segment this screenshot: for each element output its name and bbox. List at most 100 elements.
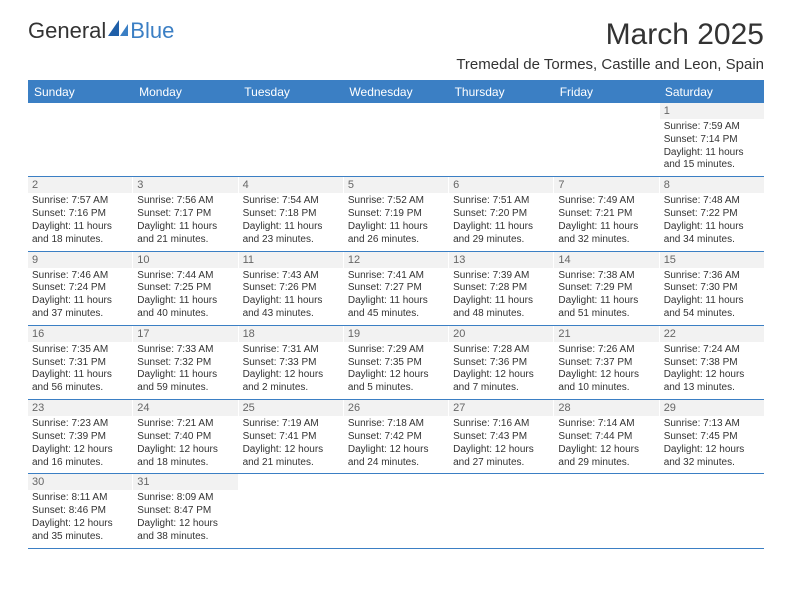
day-cell: 13Sunrise: 7:39 AMSunset: 7:28 PMDayligh…	[449, 252, 554, 325]
sunrise-text: Sunrise: 7:49 AM	[558, 195, 654, 208]
day-text: Daylight: 12 hours and 10 minutes.	[558, 369, 654, 395]
day-text: Daylight: 11 hours and 26 minutes.	[348, 221, 444, 247]
day-text: Daylight: 11 hours and 15 minutes.	[664, 147, 760, 173]
logo-text-general: General	[28, 18, 106, 44]
sunrise-text: Sunrise: 7:33 AM	[137, 344, 233, 357]
day-cell: .	[28, 103, 133, 176]
day-header: Sunday	[28, 82, 133, 103]
sunrise-text: Sunrise: 7:43 AM	[243, 270, 339, 283]
day-cell: .	[133, 103, 238, 176]
day-text: Daylight: 11 hours and 34 minutes.	[664, 221, 760, 247]
day-header: Saturday	[659, 82, 764, 103]
sunset-text: Sunset: 7:42 PM	[348, 431, 444, 444]
logo-sail-icon	[108, 20, 130, 43]
day-cell: .	[554, 103, 659, 176]
day-header: Thursday	[449, 82, 554, 103]
title-block: March 2025 Tremedal de Tormes, Castille …	[456, 18, 764, 73]
sunset-text: Sunset: 7:19 PM	[348, 208, 444, 221]
day-text: Daylight: 11 hours and 48 minutes.	[453, 295, 549, 321]
header: General Blue March 2025 Tremedal de Torm…	[0, 0, 792, 79]
day-cell: .	[344, 474, 449, 547]
sunset-text: Sunset: 7:25 PM	[137, 282, 233, 295]
day-number: 9	[28, 252, 132, 268]
sunrise-text: Sunrise: 7:59 AM	[664, 121, 760, 134]
sunset-text: Sunset: 7:30 PM	[664, 282, 760, 295]
day-text: Daylight: 12 hours and 7 minutes.	[453, 369, 549, 395]
day-header: Friday	[554, 82, 659, 103]
day-number: 13	[449, 252, 553, 268]
day-text: Daylight: 12 hours and 18 minutes.	[137, 444, 233, 470]
day-number: 28	[554, 400, 658, 416]
day-cell: .	[344, 103, 449, 176]
sunset-text: Sunset: 7:14 PM	[664, 134, 760, 147]
day-number: 25	[239, 400, 343, 416]
day-text: Daylight: 11 hours and 56 minutes.	[32, 369, 128, 395]
sunrise-text: Sunrise: 7:39 AM	[453, 270, 549, 283]
day-header-row: SundayMondayTuesdayWednesdayThursdayFrid…	[28, 82, 764, 103]
sunrise-text: Sunrise: 7:52 AM	[348, 195, 444, 208]
day-cell: .	[449, 103, 554, 176]
sunrise-text: Sunrise: 7:19 AM	[243, 418, 339, 431]
sunrise-text: Sunrise: 7:24 AM	[664, 344, 760, 357]
day-number: 30	[28, 474, 132, 490]
day-number: 6	[449, 177, 553, 193]
day-text: Daylight: 12 hours and 38 minutes.	[137, 518, 233, 544]
day-text: Daylight: 11 hours and 51 minutes.	[558, 295, 654, 321]
sunrise-text: Sunrise: 7:51 AM	[453, 195, 549, 208]
day-text: Daylight: 11 hours and 18 minutes.	[32, 221, 128, 247]
day-number: 8	[660, 177, 764, 193]
sunrise-text: Sunrise: 7:18 AM	[348, 418, 444, 431]
day-number: 1	[660, 103, 764, 119]
sunset-text: Sunset: 7:22 PM	[664, 208, 760, 221]
day-header: Monday	[133, 82, 238, 103]
week-row: 30Sunrise: 8:11 AMSunset: 8:46 PMDayligh…	[28, 474, 764, 548]
day-text: Daylight: 12 hours and 21 minutes.	[243, 444, 339, 470]
sunrise-text: Sunrise: 7:36 AM	[664, 270, 760, 283]
sunrise-text: Sunrise: 7:38 AM	[558, 270, 654, 283]
sunrise-text: Sunrise: 7:29 AM	[348, 344, 444, 357]
day-text: Daylight: 11 hours and 37 minutes.	[32, 295, 128, 321]
sunset-text: Sunset: 7:18 PM	[243, 208, 339, 221]
sunrise-text: Sunrise: 7:35 AM	[32, 344, 128, 357]
sunset-text: Sunset: 7:39 PM	[32, 431, 128, 444]
day-cell: 30Sunrise: 8:11 AMSunset: 8:46 PMDayligh…	[28, 474, 133, 547]
week-row: 2Sunrise: 7:57 AMSunset: 7:16 PMDaylight…	[28, 177, 764, 251]
day-cell: 26Sunrise: 7:18 AMSunset: 7:42 PMDayligh…	[344, 400, 449, 473]
day-header: Tuesday	[238, 82, 343, 103]
day-cell: 3Sunrise: 7:56 AMSunset: 7:17 PMDaylight…	[133, 177, 238, 250]
day-number: 10	[133, 252, 237, 268]
sunrise-text: Sunrise: 7:26 AM	[558, 344, 654, 357]
sunrise-text: Sunrise: 7:56 AM	[137, 195, 233, 208]
day-number: 24	[133, 400, 237, 416]
day-number: 26	[344, 400, 448, 416]
day-number: 3	[133, 177, 237, 193]
day-number: 27	[449, 400, 553, 416]
sunrise-text: Sunrise: 8:09 AM	[137, 492, 233, 505]
day-text: Daylight: 12 hours and 32 minutes.	[664, 444, 760, 470]
day-cell: 5Sunrise: 7:52 AMSunset: 7:19 PMDaylight…	[344, 177, 449, 250]
week-row: 23Sunrise: 7:23 AMSunset: 7:39 PMDayligh…	[28, 400, 764, 474]
day-cell: 10Sunrise: 7:44 AMSunset: 7:25 PMDayligh…	[133, 252, 238, 325]
day-number: 7	[554, 177, 658, 193]
day-text: Daylight: 11 hours and 32 minutes.	[558, 221, 654, 247]
sunset-text: Sunset: 7:20 PM	[453, 208, 549, 221]
day-text: Daylight: 11 hours and 29 minutes.	[453, 221, 549, 247]
day-text: Daylight: 11 hours and 40 minutes.	[137, 295, 233, 321]
day-cell: 2Sunrise: 7:57 AMSunset: 7:16 PMDaylight…	[28, 177, 133, 250]
day-cell: 27Sunrise: 7:16 AMSunset: 7:43 PMDayligh…	[449, 400, 554, 473]
sunset-text: Sunset: 7:44 PM	[558, 431, 654, 444]
sunrise-text: Sunrise: 7:28 AM	[453, 344, 549, 357]
sunrise-text: Sunrise: 7:31 AM	[243, 344, 339, 357]
day-cell: 1 Sunrise: 7:59 AMSunset: 7:14 PMDaylight…	[660, 103, 764, 176]
day-number: 31	[133, 474, 237, 490]
day-number: 21	[554, 326, 658, 342]
week-row: 16Sunrise: 7:35 AMSunset: 7:31 PMDayligh…	[28, 326, 764, 400]
day-number: 11	[239, 252, 343, 268]
day-cell: 4Sunrise: 7:54 AMSunset: 7:18 PMDaylight…	[239, 177, 344, 250]
day-cell: .	[660, 474, 764, 547]
day-cell: 8Sunrise: 7:48 AMSunset: 7:22 PMDaylight…	[660, 177, 764, 250]
day-text: Daylight: 12 hours and 5 minutes.	[348, 369, 444, 395]
day-cell: 31Sunrise: 8:09 AMSunset: 8:47 PMDayligh…	[133, 474, 238, 547]
sunset-text: Sunset: 7:35 PM	[348, 357, 444, 370]
day-cell: 12Sunrise: 7:41 AMSunset: 7:27 PMDayligh…	[344, 252, 449, 325]
